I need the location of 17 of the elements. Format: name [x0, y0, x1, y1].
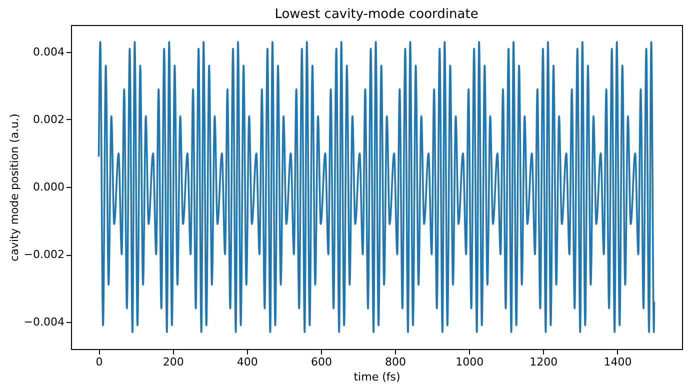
x-tick-label: 1200	[530, 356, 558, 368]
line-series	[98, 40, 656, 334]
chart-title: Lowest cavity-mode coordinate	[274, 7, 478, 22]
x-tick-label: 0	[96, 356, 103, 368]
y-tick-label: −0.004	[24, 316, 64, 328]
y-tick-label: 0.000	[33, 180, 64, 194]
x-tick-label: 1000	[456, 356, 484, 368]
x-axis-title: time (fs)	[354, 370, 400, 384]
x-tick-label: 600	[310, 356, 332, 368]
y-axis-title: cavity mode position (a.u.)	[8, 114, 21, 262]
x-tick-label: 400	[236, 356, 258, 368]
y-tick-label: 0.002	[33, 113, 64, 126]
x-tick-label: 200	[162, 356, 184, 368]
y-tick-label: −0.002	[24, 248, 64, 261]
y-tick-label: 0.004	[33, 46, 64, 58]
x-tick-label: 800	[385, 356, 406, 368]
x-tick-label: 1400	[604, 356, 632, 368]
